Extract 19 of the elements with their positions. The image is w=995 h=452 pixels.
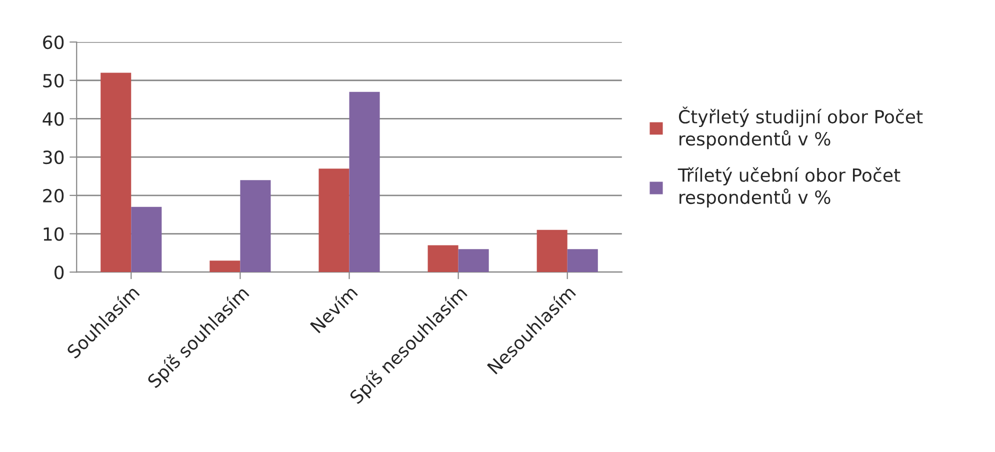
bar — [100, 72, 132, 272]
legend-label: Tříletý učební obor Počet respondentů v % — [678, 167, 900, 208]
bar — [428, 245, 458, 272]
bar — [318, 168, 350, 272]
bar — [240, 180, 271, 272]
bar — [458, 249, 489, 272]
y-tick-label: 50 — [43, 74, 64, 88]
bar — [349, 92, 380, 272]
bar — [567, 249, 598, 272]
y-tick-label: 20 — [43, 188, 64, 203]
bar — [131, 206, 162, 272]
y-tick-label: 0 — [54, 266, 64, 280]
y-tick-label: 30 — [43, 150, 64, 164]
y-tick-label: 10 — [44, 227, 64, 241]
bar — [536, 230, 568, 272]
bar — [210, 260, 240, 272]
legend-label: Čtyřletý studijní obor Počet respondentů v % — [678, 106, 923, 150]
y-tick-label: 40 — [42, 112, 64, 126]
y-tick-label: 60 — [43, 35, 64, 50]
